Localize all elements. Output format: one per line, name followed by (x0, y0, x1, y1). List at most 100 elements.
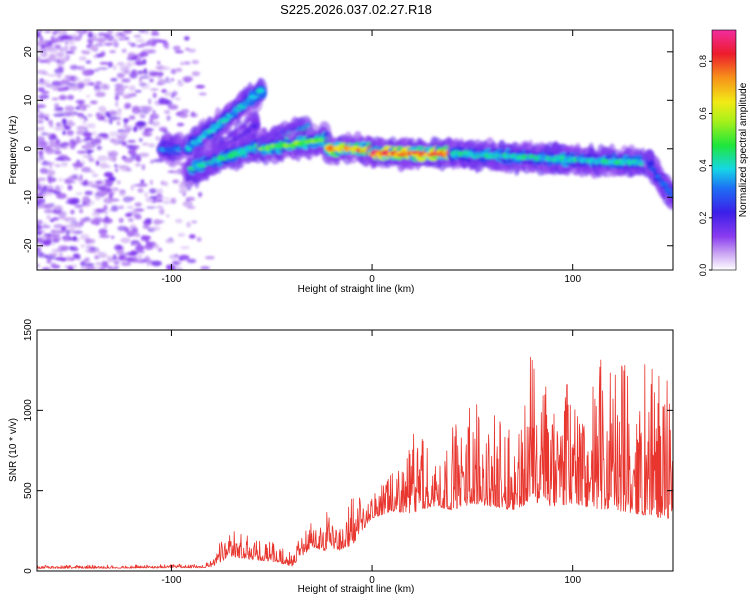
noise-speckle (163, 109, 171, 115)
noise-speckle (54, 163, 61, 168)
noise-speckle (51, 236, 61, 242)
noise-speckle (67, 185, 73, 191)
noise-speckle (170, 197, 177, 204)
noise-speckle (116, 61, 125, 67)
noise-speckle (149, 71, 160, 77)
noise-speckle (86, 123, 96, 127)
noise-speckle (141, 142, 150, 146)
noise-speckle (159, 71, 164, 77)
noise-speckle (126, 256, 135, 263)
noise-speckle (72, 162, 84, 168)
noise-speckle (76, 129, 86, 135)
noise-speckle (177, 81, 184, 87)
noise-speckle (126, 251, 138, 256)
noise-speckle (37, 177, 47, 182)
noise-speckle (86, 94, 90, 98)
noise-speckle (73, 77, 81, 81)
noise-speckle (198, 191, 203, 198)
noise-speckle (96, 37, 106, 43)
noise-speckle (179, 113, 189, 118)
noise-speckle (174, 50, 184, 54)
noise-speckle (150, 88, 159, 91)
noise-speckle (156, 205, 164, 209)
noise-speckle (151, 30, 159, 34)
noise-speckle (59, 122, 64, 126)
noise-speckle (104, 42, 113, 46)
noise-speckle (161, 66, 171, 71)
noise-speckle (97, 155, 108, 162)
noise-speckle (162, 41, 169, 48)
noise-speckle (172, 179, 180, 184)
noise-speckle (53, 224, 64, 229)
noise-speckle (67, 94, 75, 100)
noise-speckle (79, 114, 83, 120)
noise-speckle (94, 180, 103, 185)
noise-speckle (74, 224, 83, 229)
noise-speckle (141, 164, 146, 171)
noise-speckle (39, 78, 44, 82)
noise-speckle (37, 229, 46, 234)
noise-speckle (113, 139, 119, 146)
spectrogram-x-ticks: -100 0 100 (161, 30, 581, 285)
noise-speckle (106, 30, 113, 36)
noise-speckle (142, 58, 147, 65)
noise-speckle (37, 87, 45, 92)
noise-speckle (72, 35, 82, 42)
noise-speckle (49, 219, 55, 222)
noise-speckle (70, 209, 75, 215)
noise-speckle (51, 240, 55, 246)
noise-speckle (167, 104, 179, 110)
noise-speckle (65, 157, 72, 161)
noise-speckle (56, 62, 65, 66)
noise-speckle (60, 79, 71, 85)
noise-speckle (113, 41, 119, 48)
noise-speckle (156, 82, 164, 86)
noise-speckle (134, 163, 142, 167)
noise-speckle (175, 67, 183, 72)
noise-speckle (84, 190, 93, 196)
noise-speckle (98, 253, 109, 259)
noise-speckle (93, 84, 101, 89)
noise-speckle (37, 31, 42, 38)
noise-speckle (110, 205, 119, 212)
noise-speckle (191, 220, 197, 224)
noise-speckle (129, 72, 138, 79)
noise-speckle (67, 39, 75, 46)
y-tick-label: 0 (23, 568, 34, 574)
noise-speckle (114, 244, 123, 251)
noise-speckle (40, 44, 46, 49)
noise-speckle (60, 210, 68, 215)
noise-speckle (146, 106, 153, 112)
noise-speckle (62, 130, 66, 136)
noise-speckle (63, 238, 70, 242)
noise-speckle (95, 262, 103, 266)
noise-speckle (85, 219, 95, 222)
noise-speckle (146, 259, 152, 266)
noise-speckle (37, 219, 43, 225)
noise-speckle (205, 256, 215, 260)
noise-speckle (81, 115, 87, 119)
noise-speckle (98, 228, 108, 235)
noise-speckle (99, 265, 106, 270)
noise-speckle (102, 119, 111, 123)
noise-speckle (59, 257, 68, 262)
noise-speckle (69, 247, 79, 252)
signal-core (228, 111, 239, 117)
noise-speckle (57, 216, 67, 220)
noise-speckle (105, 181, 113, 186)
noise-speckle (45, 117, 49, 121)
noise-speckle (143, 191, 149, 198)
noise-speckle (140, 43, 150, 46)
noise-speckle (75, 192, 83, 195)
noise-speckle (149, 196, 158, 199)
noise-speckle (80, 30, 89, 33)
noise-speckle (109, 119, 113, 125)
noise-speckle (37, 107, 40, 113)
noise-speckle (37, 251, 44, 258)
noise-speckle (104, 179, 110, 182)
noise-speckle (180, 246, 191, 250)
noise-speckle (103, 223, 108, 229)
noise-speckle (84, 82, 90, 87)
x-tick-label: 100 (564, 274, 581, 285)
snr-y-axis-label: SNR (10 * v/v) (8, 418, 19, 482)
